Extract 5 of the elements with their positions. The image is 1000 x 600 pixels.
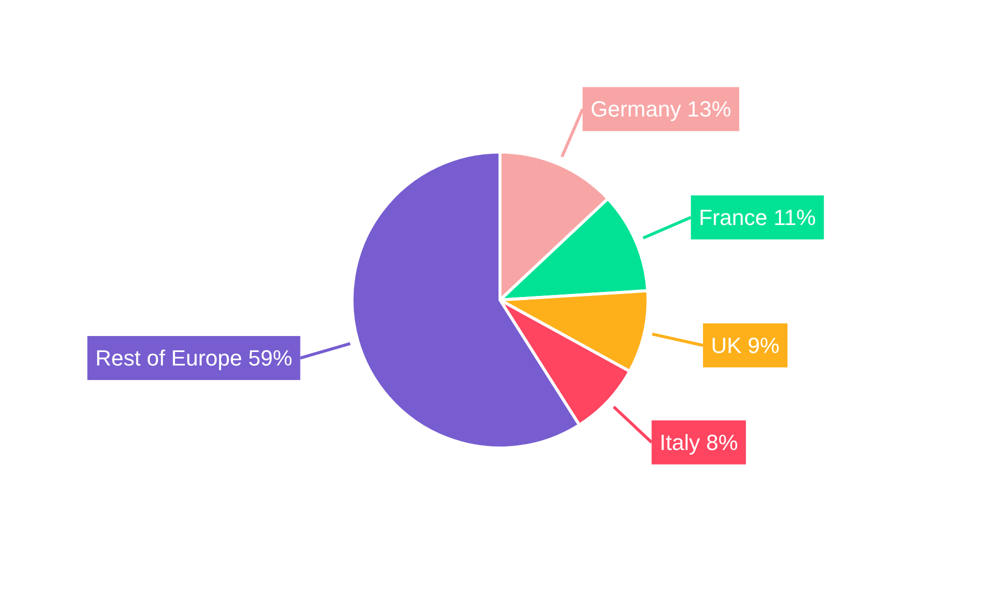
slice-label: Rest of Europe 59% <box>95 346 292 371</box>
slice-label: Italy 8% <box>660 430 738 455</box>
slice-label: France 11% <box>698 204 816 230</box>
slice-label: UK 9% <box>710 332 780 358</box>
slice-label: Germany 13% <box>590 96 732 122</box>
